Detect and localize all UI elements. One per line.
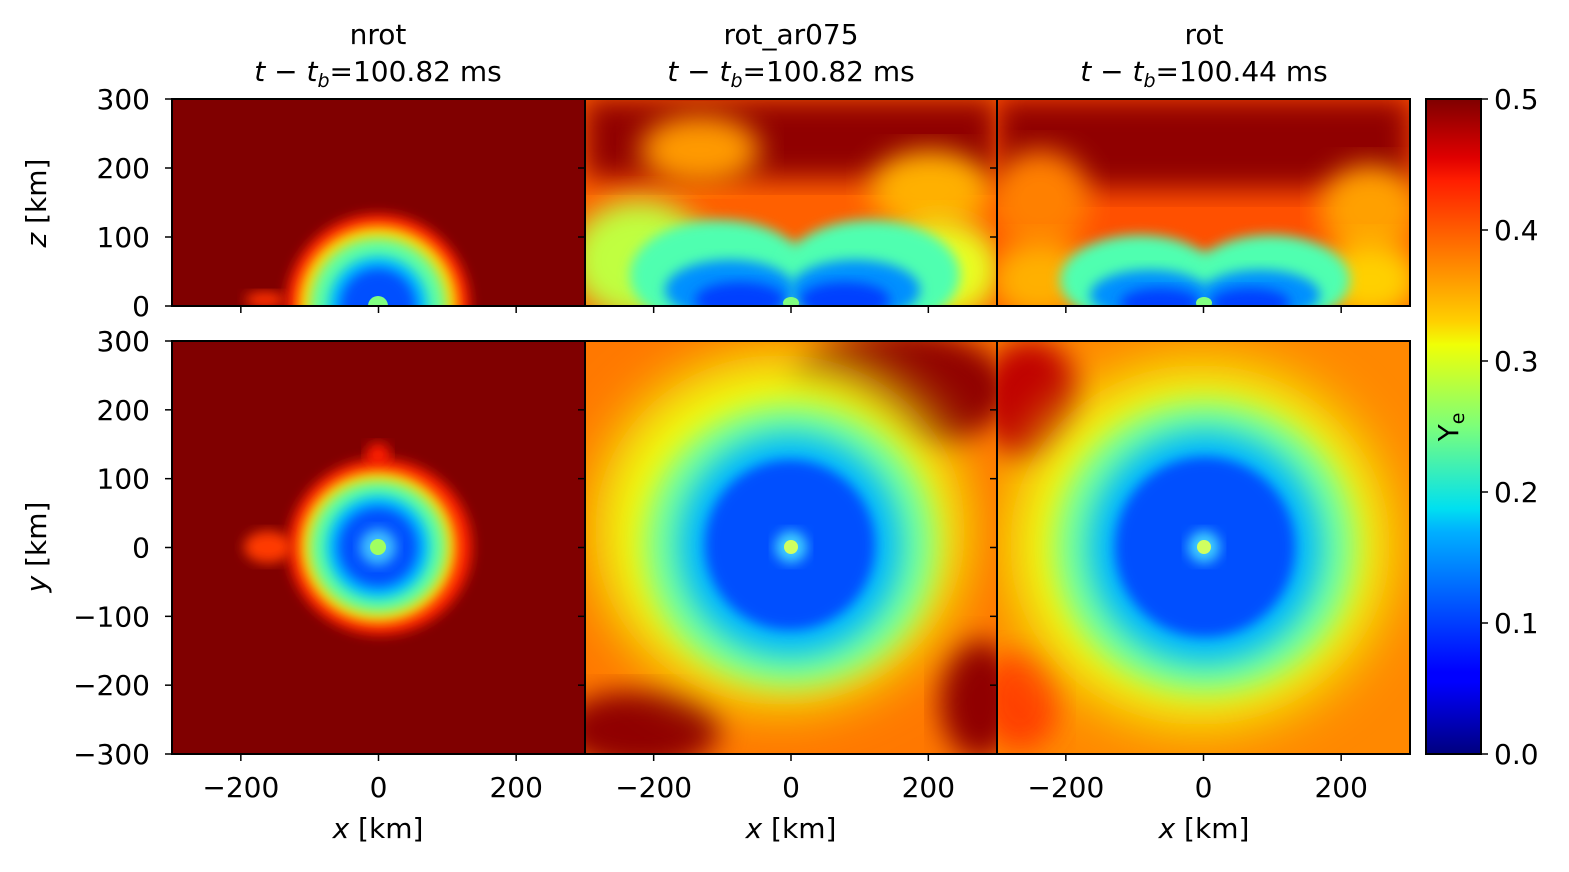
panel-rot-xy [997,341,1410,754]
x-tick-label-0-2: 200 [489,771,542,804]
xlabel-rot-ar075: x [km] [745,812,837,845]
x-tick-label-1-1: 0 [782,771,800,804]
panel-rot-ar075-xz [585,99,997,306]
colorbar-frame [1425,98,1482,755]
y-tick-label-bottom-3: 0 [132,532,150,565]
y-tick-label-top-3: 300 [97,83,150,116]
y-tick-label-top-0: 0 [132,290,150,323]
y-tick-label-bottom-6: 300 [97,325,150,358]
ylabel-top: z [km] [20,159,53,249]
ylabel-bottom: y [km] [20,502,53,594]
colorbar-tick-label-3: 0.3 [1494,345,1539,378]
colorbar-label: Ye [1432,413,1469,443]
panel-rot-xz [997,99,1410,306]
x-tick-label-2-2: 200 [1314,771,1367,804]
x-tick-label-0-1: 0 [370,771,388,804]
colorbar: 0.0 0.1 0.2 0.3 0.4 0.5 Ye [1425,83,1539,771]
xlabel-rot: x [km] [1158,812,1250,845]
x-tick-label-1-0: −200 [615,771,692,804]
y-tick-label-bottom-2: −100 [73,600,150,633]
x-tick-label-2-0: −200 [1027,771,1104,804]
y-tick-label-top-2: 200 [97,152,150,185]
x-tick-label-1-2: 200 [902,771,955,804]
title-rot: rot [1184,18,1223,51]
y-tick-label-bottom-4: 100 [97,463,150,496]
colorbar-ticks: 0.0 0.1 0.2 0.3 0.4 0.5 [1481,83,1539,771]
colorbar-tick-label-0: 0.0 [1494,738,1539,771]
title-rot-ar075: rot_ar075 [723,18,858,51]
time-nrot: t − tb=100.82 ms [254,55,501,92]
xlabel-nrot: x [km] [332,812,424,845]
colorbar-tick-label-4: 0.4 [1494,214,1539,247]
time-rot: t − tb=100.44 ms [1080,55,1327,92]
panel-rot-ar075-xy [585,341,997,754]
y-tick-label-bottom-0: −300 [73,738,150,771]
y-tick-label-bottom-1: −200 [73,669,150,702]
panel-nrot-xy [172,341,585,754]
colorbar-tick-label-1: 0.1 [1494,607,1539,640]
panel-nrot-xz [172,99,585,306]
colorbar-tick-label-5: 0.5 [1494,83,1539,116]
title-nrot: nrot [350,18,407,51]
colorbar-gradient [1426,99,1481,754]
ticks-layer: −200 0 200 −200 0 200 −200 0 200 0 100 200 300 −300 −2… [73,83,1368,804]
colorbar-tick-label-2: 0.2 [1494,476,1539,509]
y-tick-label-bottom-5: 200 [97,394,150,427]
y-tick-label-top-1: 100 [97,221,150,254]
x-tick-label-0-0: −200 [202,771,279,804]
column-titles: nrot t − tb=100.82 ms rot_ar075 t − tb=1… [254,18,1327,92]
x-tick-label-2-1: 0 [1195,771,1213,804]
time-rot-ar075: t − tb=100.82 ms [667,55,914,92]
